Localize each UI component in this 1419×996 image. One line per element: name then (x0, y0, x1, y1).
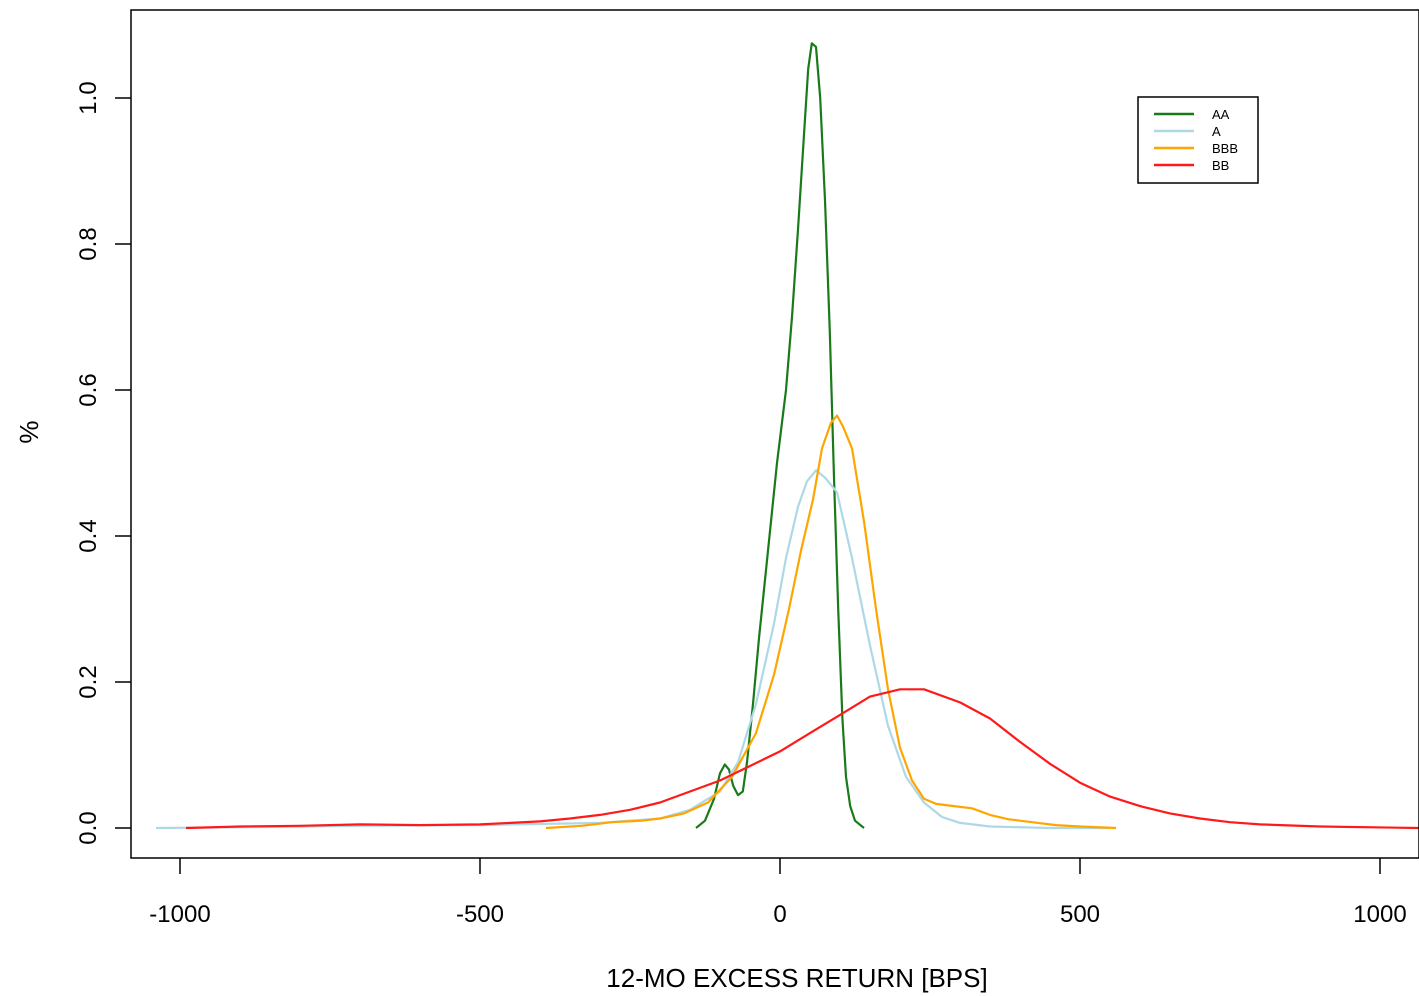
y-axis: 0.0 0.2 0.4 0.6 0.8 1.0 (75, 81, 131, 845)
series-line-a (155, 469, 1110, 830)
x-tick-label: 0 (773, 901, 786, 928)
plot-frame (130, 9, 1419, 859)
y-tick-label: 0.0 (75, 811, 102, 844)
legend-label-bbb: BBB (1212, 141, 1238, 156)
y-tick-label: 0.4 (75, 519, 102, 552)
series-line-bbb (545, 414, 1117, 830)
x-axis-title: 12-MO EXCESS RETURN [BPS] (606, 963, 987, 993)
x-tick-label: 500 (1060, 901, 1100, 928)
series-line-aa (695, 42, 865, 829)
series-line-bb (185, 688, 1419, 830)
legend-label-bb: BB (1212, 158, 1229, 173)
legend-label-a: A (1212, 124, 1221, 139)
x-tick-label: -500 (456, 901, 504, 928)
legend-box (1137, 96, 1259, 184)
x-axis: -1000 -500 0 500 1000 (149, 858, 1407, 928)
y-tick-label: 0.8 (75, 227, 102, 260)
y-tick-label: 0.2 (75, 665, 102, 698)
y-tick-label: 1.0 (75, 81, 102, 114)
plot-lines (155, 42, 1419, 830)
y-tick-label: 0.6 (75, 373, 102, 406)
y-axis-title: % (14, 420, 44, 443)
x-tick-label: -1000 (149, 901, 210, 928)
x-tick-label: 1000 (1353, 901, 1406, 928)
legend-label-aa: AA (1212, 107, 1230, 122)
